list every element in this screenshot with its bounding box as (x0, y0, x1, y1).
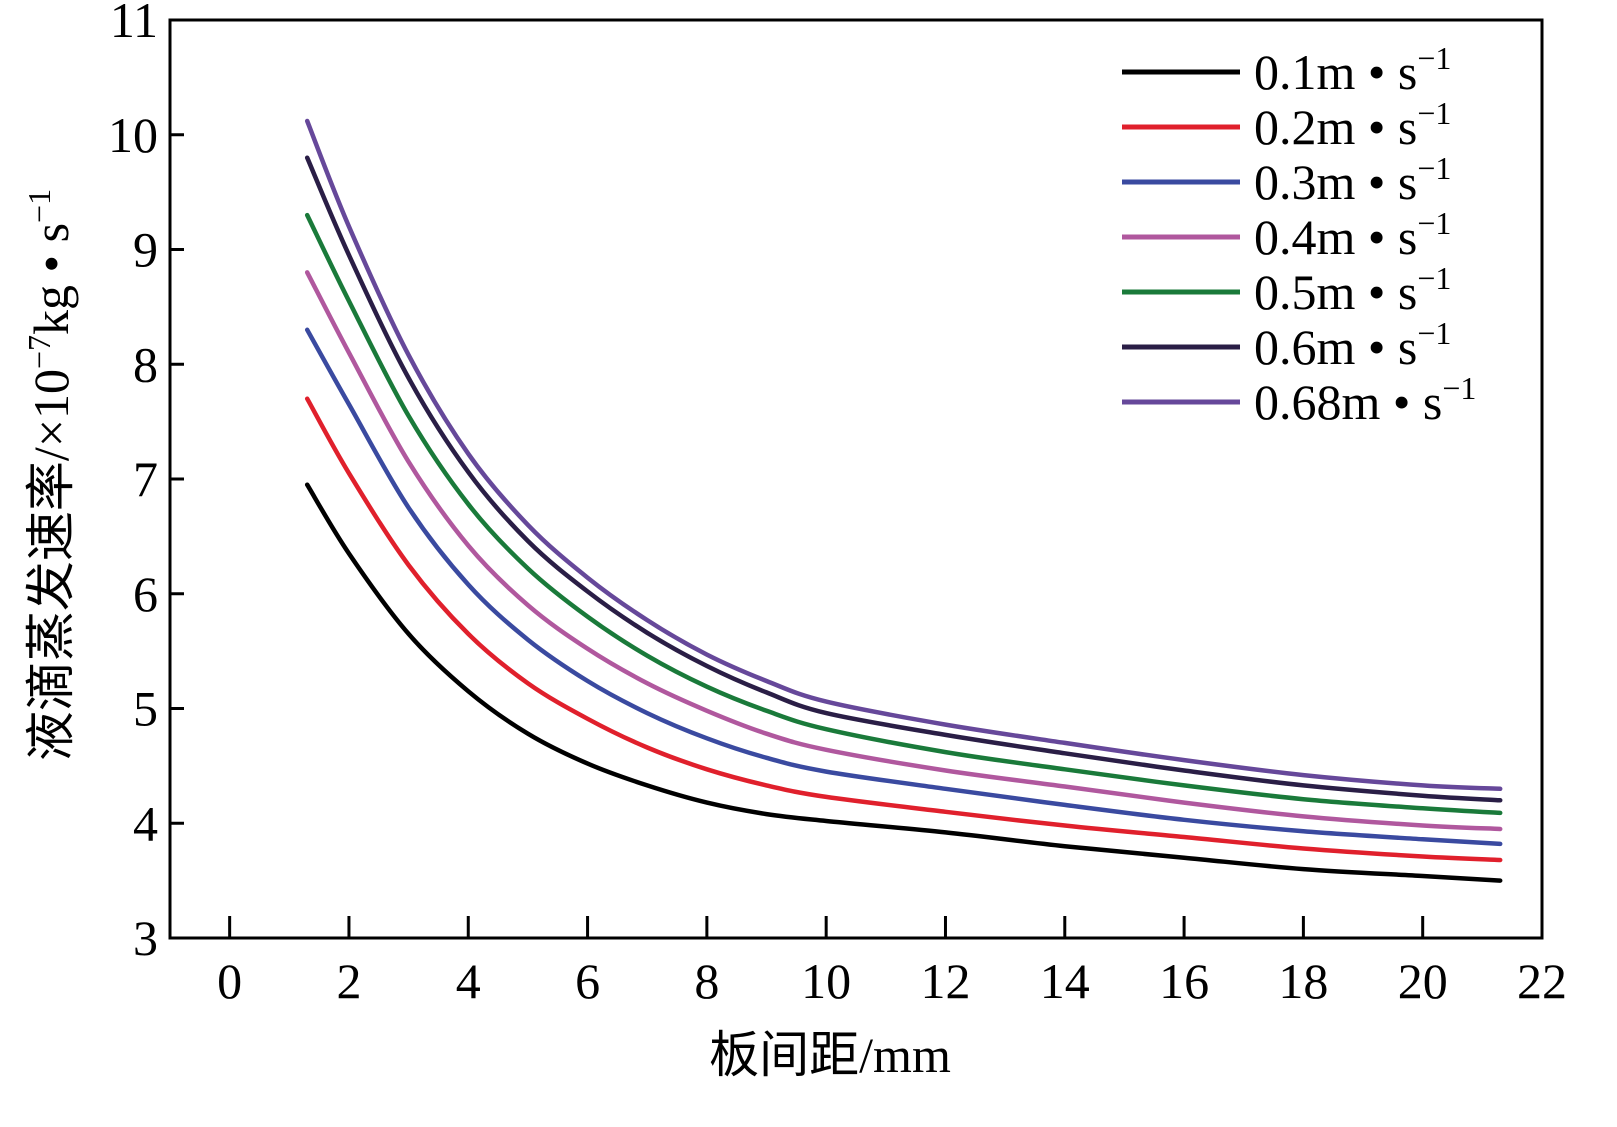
legend-label: 0.5m • s−1 (1254, 260, 1451, 320)
legend-label: 0.68m • s−1 (1254, 370, 1476, 430)
legend-label-exp: −1 (1417, 260, 1451, 296)
y-tick-label: 8 (133, 336, 158, 392)
series-line-6 (304, 155, 1503, 803)
y-axis-title-exp1: −7 (21, 335, 57, 369)
x-tick-label: 4 (456, 953, 481, 1009)
series-line-3 (304, 327, 1503, 847)
y-axis-title-exp2: −1 (21, 189, 57, 223)
legend-label-text: 0.2m • s (1254, 99, 1417, 155)
legend-label-text: 0.4m • s (1254, 209, 1417, 265)
y-tick-label: 3 (133, 910, 158, 966)
legend-label-text: 0.68m • s (1254, 374, 1442, 430)
x-tick-label: 22 (1517, 953, 1567, 1009)
series-group (304, 118, 1503, 883)
x-tick-label: 18 (1278, 953, 1328, 1009)
legend-label-exp: −1 (1442, 370, 1476, 406)
legend-label: 0.3m • s−1 (1254, 150, 1451, 210)
legend-label: 0.6m • s−1 (1254, 315, 1451, 375)
y-axis-ticks: 3 4 5 6 7 8 9 10 11 (108, 0, 184, 966)
x-tick-label: 16 (1159, 953, 1209, 1009)
legend-label-exp: −1 (1417, 315, 1451, 351)
legend-label-exp: −1 (1417, 40, 1451, 76)
legend-label: 0.4m • s−1 (1254, 205, 1451, 265)
x-axis-title: 板间距/mm (709, 1027, 951, 1083)
x-tick-label: 2 (336, 953, 361, 1009)
x-tick-label: 14 (1040, 953, 1090, 1009)
y-tick-label: 11 (110, 0, 158, 48)
legend-label: 0.1m • s−1 (1254, 40, 1451, 100)
series-line-2 (304, 396, 1503, 863)
y-tick-label: 7 (133, 451, 158, 507)
y-axis-title-units: kg • s (23, 223, 79, 335)
series-line-5 (304, 212, 1503, 816)
legend: 0.1m • s−10.2m • s−10.3m • s−10.4m • s−1… (1122, 40, 1476, 430)
legend-label: 0.2m • s−1 (1254, 95, 1451, 155)
y-axis-title-main: 液滴蒸发速率/×10 (23, 369, 79, 761)
legend-label-exp: −1 (1417, 95, 1451, 131)
x-tick-label: 0 (217, 953, 242, 1009)
x-tick-label: 20 (1398, 953, 1448, 1009)
legend-label-text: 0.5m • s (1254, 264, 1417, 320)
legend-label-exp: −1 (1417, 150, 1451, 186)
legend-label-text: 0.1m • s (1254, 44, 1417, 100)
series-line-1 (304, 482, 1503, 883)
y-tick-label: 5 (133, 681, 158, 737)
y-tick-label: 6 (133, 566, 158, 622)
x-axis-ticks: 0 2 4 6 8 10 12 14 16 18 20 22 (217, 916, 1567, 1009)
x-tick-label: 6 (575, 953, 600, 1009)
legend-label-text: 0.3m • s (1254, 154, 1417, 210)
y-axis-title: 液滴蒸发速率/×10−7kg • s−1 (21, 189, 79, 761)
legend-label-text: 0.6m • s (1254, 319, 1417, 375)
x-tick-label: 12 (920, 953, 970, 1009)
legend-label-exp: −1 (1417, 205, 1451, 241)
y-tick-label: 9 (133, 222, 158, 278)
y-tick-label: 10 (108, 107, 158, 163)
series-line-7 (304, 118, 1503, 792)
series-line-4 (304, 270, 1503, 832)
x-tick-label: 8 (694, 953, 719, 1009)
y-tick-label: 4 (133, 795, 158, 851)
x-tick-label: 10 (801, 953, 851, 1009)
